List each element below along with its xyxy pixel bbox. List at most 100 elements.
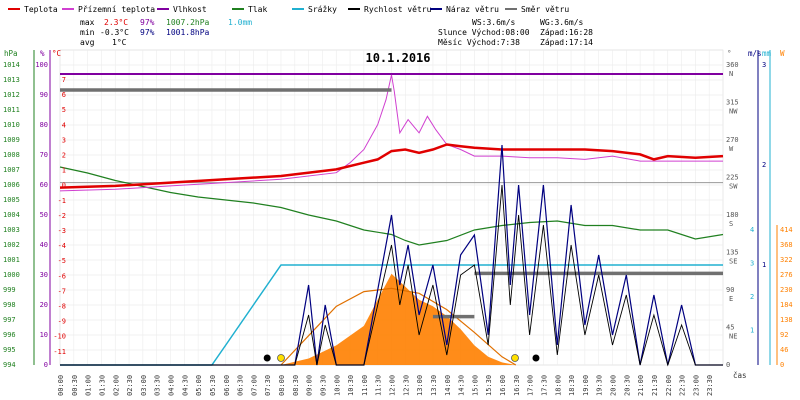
legend-label: Směr větru [521, 5, 569, 14]
dir-name-label: SW [729, 183, 738, 191]
hpa-tick-label: 1013 [3, 76, 20, 84]
wind-tick-label: 3 [762, 61, 766, 69]
legend-label: Vlhkost [173, 5, 207, 14]
solar-tick-label: 368 [780, 241, 793, 249]
wind-tick-label: 2 [762, 161, 766, 169]
info-ws: WS:3.6m/s [472, 18, 516, 27]
dir-name-label: S [729, 220, 733, 228]
x-tick-label: 13:30 [430, 375, 438, 396]
x-tick-label: 19:00 [582, 375, 590, 396]
stat-max-hum: 97% [140, 18, 155, 27]
pct-tick-label: 30 [40, 271, 48, 279]
x-tick-label: 21:00 [637, 375, 645, 396]
solar-tick-label: 46 [780, 346, 788, 354]
legend-layer: Teplota Přízemní teplota Vlhkost Tlak Srážky… [8, 5, 569, 14]
x-tick-label: 01:30 [98, 375, 106, 396]
hpa-tick-label: 1001 [3, 256, 20, 264]
x-tick-label: 03:30 [154, 375, 162, 396]
hpa-tick-label: 1014 [3, 61, 20, 69]
legend-label: Srážky [308, 5, 337, 14]
stat-rain: 1.0mm [228, 18, 252, 27]
series-layer [59, 73, 724, 367]
x-tick-label: 05:30 [209, 375, 217, 396]
info-sun-set: Západ:16:28 [540, 28, 593, 37]
dir-tick-label: 315 [726, 99, 739, 107]
pct-tick-label: 0 [44, 361, 48, 369]
rain-tick-label: 2 [750, 293, 754, 301]
wind-speed-line [60, 184, 723, 367]
pct-tick-label: 90 [40, 91, 48, 99]
pct-tick-label: 10 [40, 331, 48, 339]
solar-tick-label: 0 [780, 361, 784, 369]
rain-tick-label: 1 [750, 327, 754, 335]
chart-title: 10.1.2016 [365, 51, 430, 65]
time-axis-label: čas [733, 371, 747, 380]
info-moon-set: Západ:17:14 [540, 38, 593, 47]
ground-temp-line [59, 74, 723, 192]
temp-tick-label: 0 [62, 182, 66, 190]
unit-w: W [780, 49, 785, 58]
x-tick-label: 17:00 [527, 375, 535, 396]
dir-name-label: NW [729, 108, 738, 116]
hpa-tick-label: 1009 [3, 136, 20, 144]
temp-tick-label: -6 [58, 272, 66, 280]
x-tick-label: 22:00 [665, 375, 673, 396]
x-tick-label: 22:30 [679, 375, 687, 396]
unit-pct: % [40, 49, 45, 58]
x-tick-label: 00:00 [57, 375, 65, 396]
hpa-tick-label: 1008 [3, 151, 20, 159]
info-wg: WG:3.6m/s [540, 18, 584, 27]
stat-min-temp: -0.3°C [100, 28, 129, 37]
temp-tick-label: 1 [62, 167, 66, 175]
stat-avg-label: avg [80, 38, 95, 47]
x-tick-label: 14:00 [444, 375, 452, 396]
hpa-tick-label: 999 [3, 286, 16, 294]
x-tick-label: 04:30 [181, 375, 189, 396]
pct-tick-label: 80 [40, 121, 48, 129]
x-tick-label: 19:30 [596, 375, 604, 396]
x-tick-label: 15:30 [485, 375, 493, 396]
hpa-tick-label: 1003 [3, 226, 20, 234]
temp-tick-label: -7 [58, 287, 66, 295]
x-tick-label: 14:30 [458, 375, 466, 396]
x-tick-label: 20:00 [610, 375, 618, 396]
x-tick-label: 02:00 [112, 375, 120, 396]
dir-tick-label: 225 [726, 174, 739, 182]
x-tick-label: 00:30 [71, 375, 79, 396]
pct-tick-label: 40 [40, 241, 48, 249]
dir-tick-label: 270 [726, 136, 739, 144]
solar-tick-label: 92 [780, 331, 788, 339]
stat-min-label: min [80, 28, 95, 37]
hpa-tick-label: 1005 [3, 196, 20, 204]
temp-tick-label: 5 [62, 106, 66, 114]
x-tick-label: 07:30 [264, 375, 272, 396]
dir-tick-label: 180 [726, 211, 739, 219]
dir-name-label: NE [729, 333, 737, 341]
x-tick-label: 12:00 [389, 375, 397, 396]
solar-tick-label: 276 [780, 271, 793, 279]
unit-degc: °C [52, 49, 61, 58]
pct-tick-label: 20 [40, 301, 48, 309]
hpa-tick-label: 998 [3, 301, 16, 309]
x-tick-label: 18:00 [554, 375, 562, 396]
hpa-tick-label: 1000 [3, 271, 20, 279]
hpa-tick-label: 1006 [3, 181, 20, 189]
x-tick-label: 10:30 [347, 375, 355, 396]
dir-tick-label: 135 [726, 249, 739, 257]
dir-name-label: W [729, 145, 734, 153]
legend-label: Náraz větru [446, 5, 499, 14]
info-sun: Slunce Východ:08:00 [438, 28, 530, 37]
stat-min-hum: 97% [140, 28, 155, 37]
solar-tick-label: 230 [780, 286, 793, 294]
dir-name-label: E [729, 295, 733, 303]
dir-tick-label: 0 [726, 361, 730, 369]
hpa-tick-label: 996 [3, 331, 16, 339]
gust-line [60, 144, 723, 366]
unit-hpa: hPa [4, 49, 18, 58]
hpa-tick-label: 997 [3, 316, 16, 324]
x-tick-label: 15:00 [471, 375, 479, 396]
x-tick-label: 05:00 [195, 375, 203, 396]
x-tick-label: 01:00 [85, 375, 93, 396]
unit-ms: m/s [748, 49, 762, 58]
